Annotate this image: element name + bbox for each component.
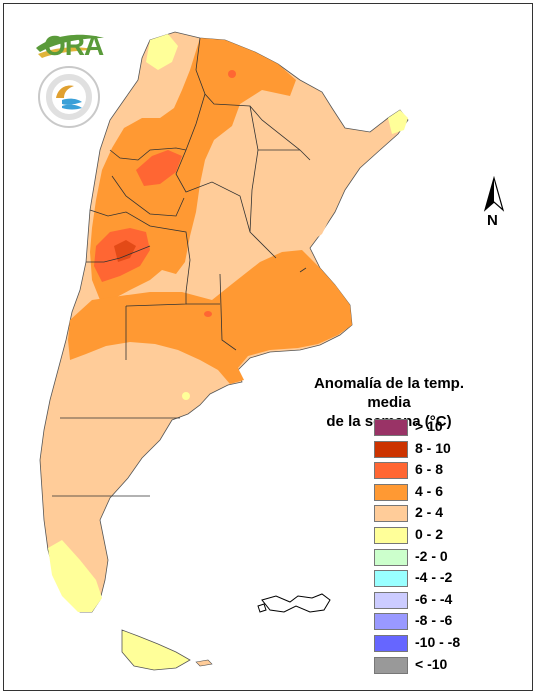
legend-label: -6 - -4 (415, 590, 453, 607)
zone-0-2-misiones (388, 110, 408, 134)
legend-label: -4 - -2 (415, 569, 453, 586)
zone-6-8-a (136, 150, 182, 186)
north-label: N (487, 212, 498, 229)
legend-swatch (374, 591, 408, 609)
legend-label: 8 - 10 (415, 439, 451, 456)
zone-0-2-coast (182, 392, 190, 400)
province-boundaries (52, 37, 311, 497)
legend-label: 4 - 6 (415, 482, 444, 499)
legend-swatch (374, 462, 408, 480)
north-arrow-icon (483, 176, 505, 212)
legend-label: -2 - 0 (415, 547, 448, 564)
legend-swatch (374, 440, 408, 458)
zone-0-2-south (48, 540, 102, 612)
legend-swatch (374, 548, 408, 566)
legend-label: 0 - 2 (415, 525, 444, 542)
legend-swatch (374, 419, 408, 436)
legend-swatch (374, 526, 408, 544)
legend-label: > 10 (415, 418, 443, 434)
legend-label: 2 - 4 (415, 504, 444, 521)
legend-swatch (374, 483, 408, 501)
smn-seal-icon (38, 66, 100, 128)
map-frame (3, 3, 533, 691)
malvinas-islands (257, 593, 331, 613)
tierra-del-fuego (121, 629, 191, 671)
legend-swatch (374, 505, 408, 523)
legend-swatch (374, 613, 408, 631)
legend-label: -10 - -8 (415, 633, 461, 650)
zone-8-10-a (114, 240, 136, 262)
zone-4-6-east (284, 192, 330, 244)
zone-0-2-north (146, 34, 178, 70)
legend-swatch (374, 570, 408, 588)
legend-label: < -10 (415, 655, 448, 672)
ora-logo-text: ORA (44, 30, 104, 61)
legend-swatch (374, 656, 408, 674)
legend-title-line1: Anomalía de la temp. media (313, 375, 465, 411)
zone-6-8-c (228, 70, 236, 78)
zone-6-8-d (204, 311, 212, 317)
legend-label: -8 - -6 (415, 612, 453, 629)
legend-label: 6 - 8 (415, 461, 444, 478)
ora-logo-icon (36, 34, 104, 58)
zone-4-6-center (68, 250, 352, 384)
legend-swatch (374, 634, 408, 652)
isla-de-los-estados (195, 659, 213, 667)
